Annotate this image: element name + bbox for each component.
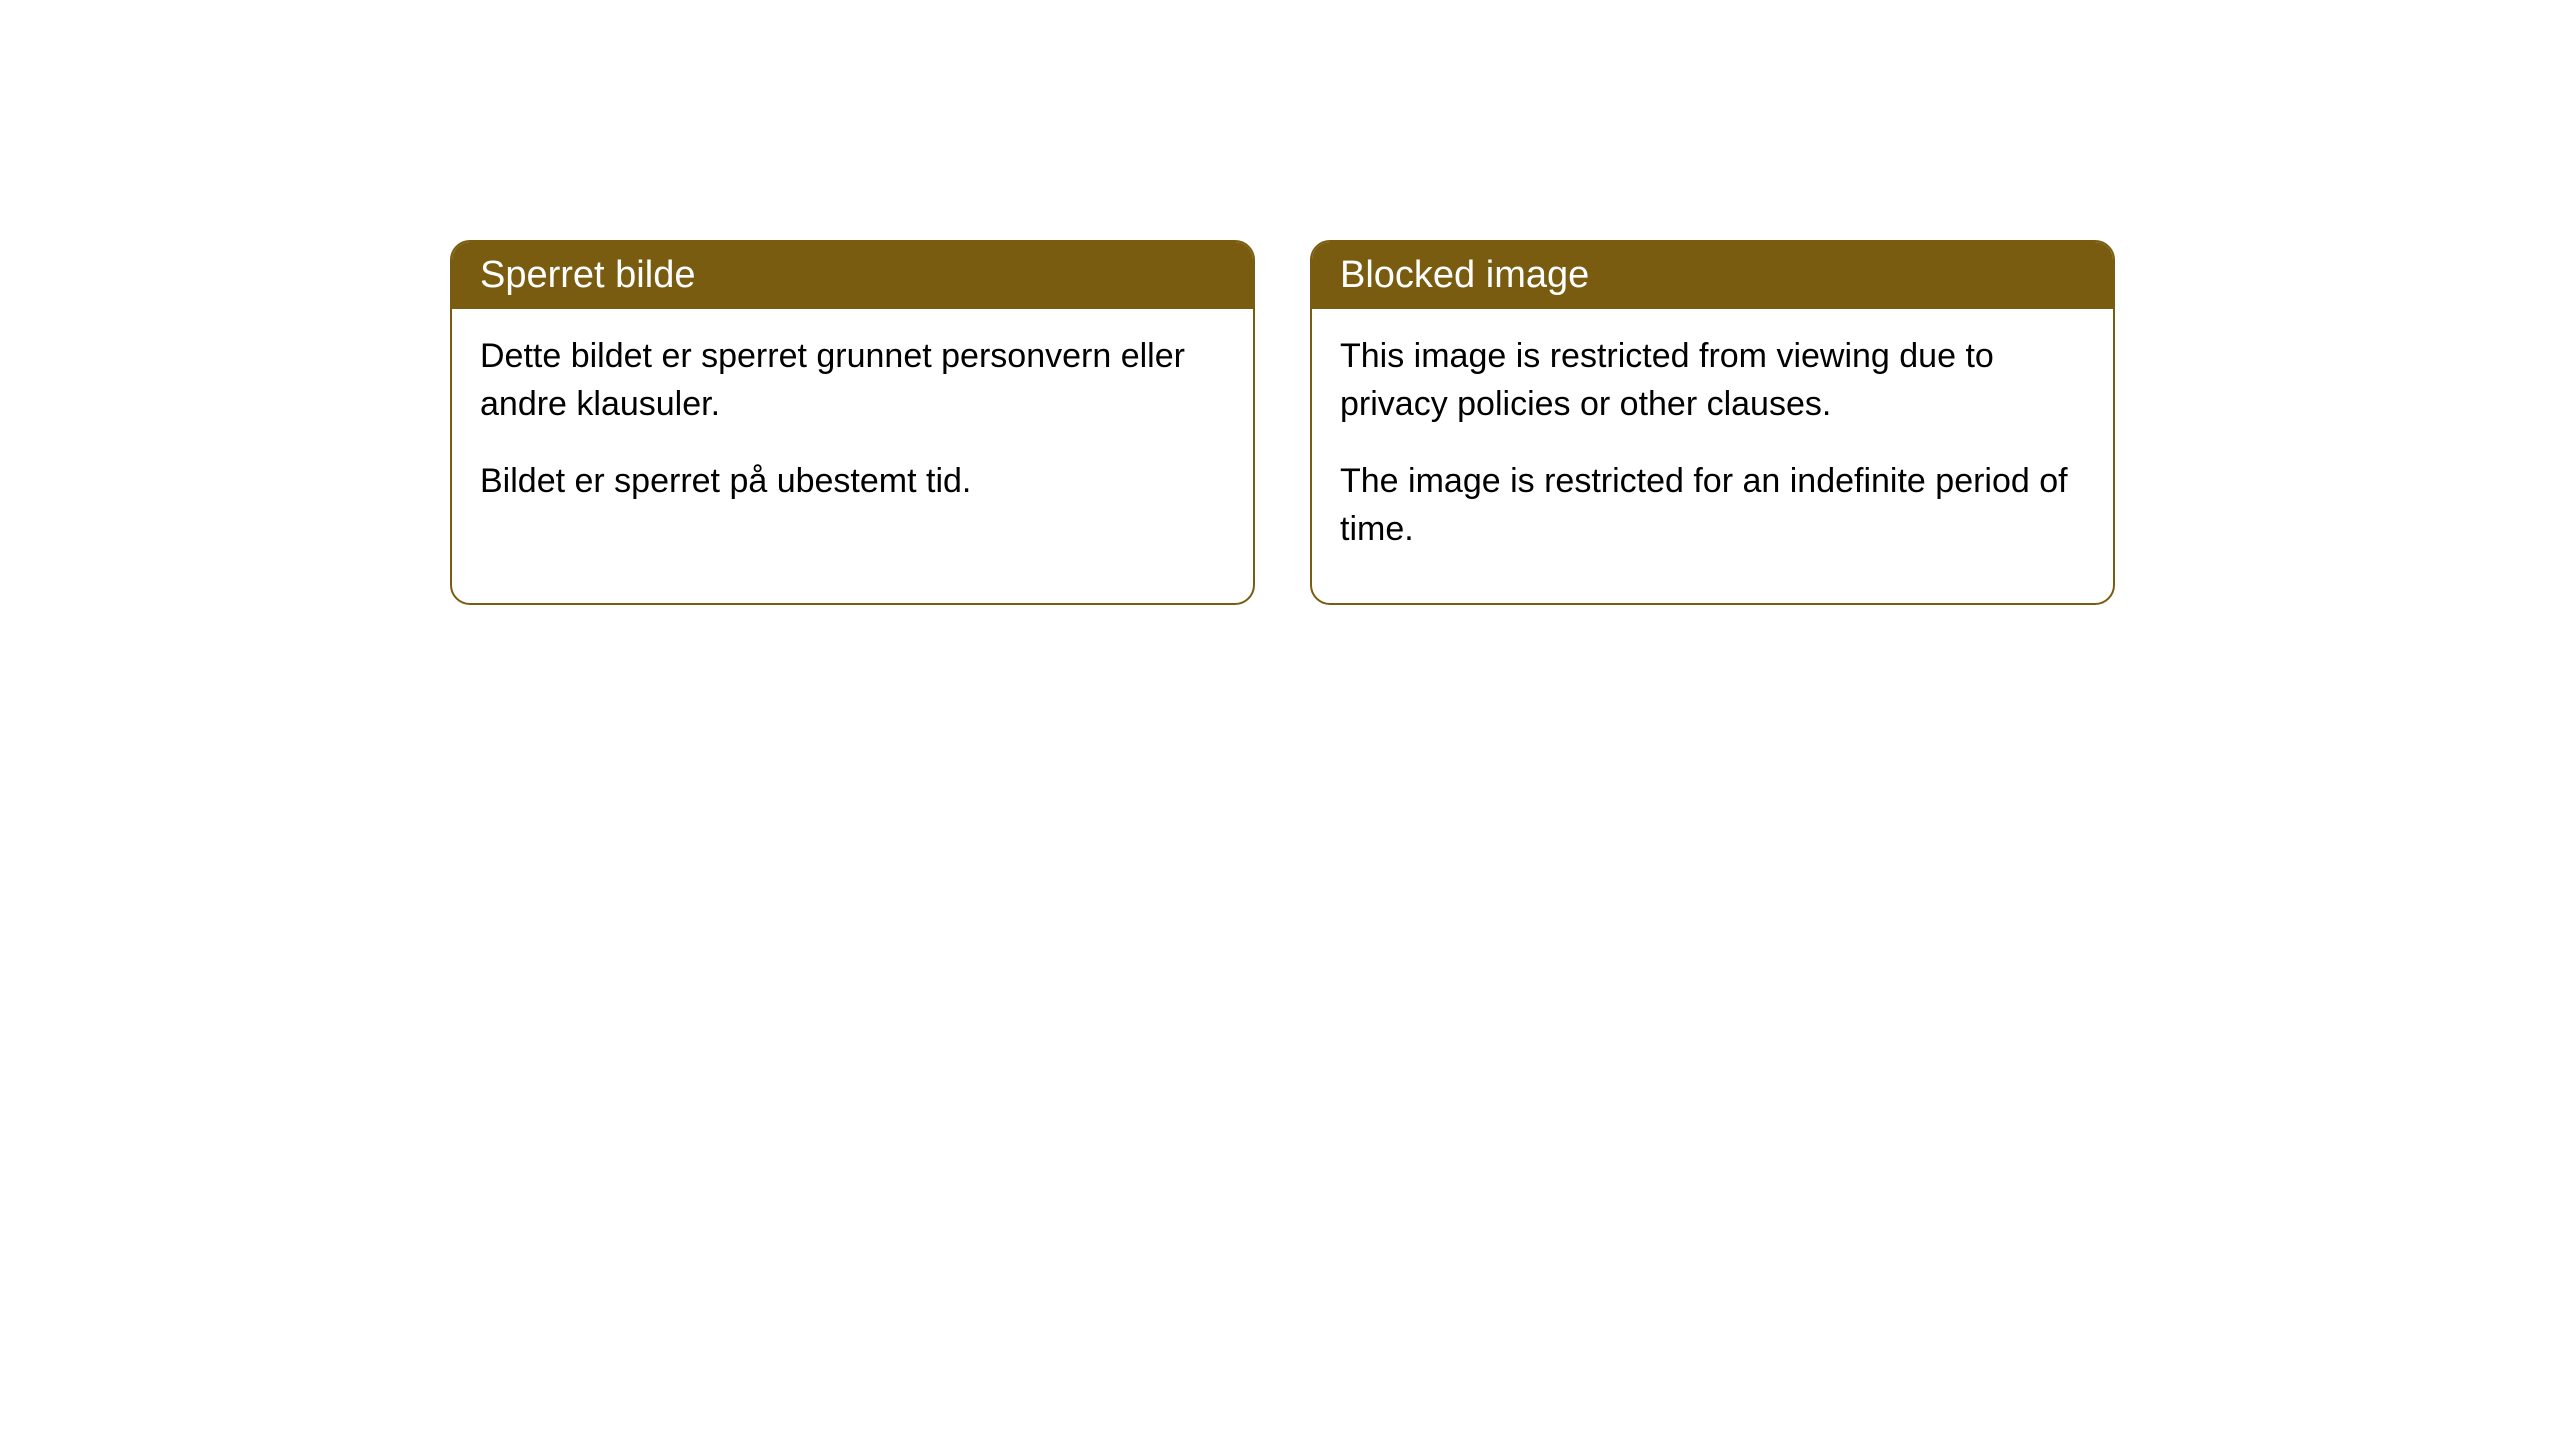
- cards-container: Sperret bilde Dette bildet er sperret gr…: [450, 240, 2115, 605]
- blocked-image-card-english: Blocked image This image is restricted f…: [1310, 240, 2115, 605]
- card-paragraph-1-norwegian: Dette bildet er sperret grunnet personve…: [480, 333, 1225, 428]
- card-paragraph-1-english: This image is restricted from viewing du…: [1340, 333, 2085, 428]
- card-paragraph-2-norwegian: Bildet er sperret på ubestemt tid.: [480, 458, 1225, 506]
- card-title-norwegian: Sperret bilde: [480, 254, 695, 296]
- card-body-norwegian: Dette bildet er sperret grunnet personve…: [452, 309, 1253, 556]
- card-body-english: This image is restricted from viewing du…: [1312, 309, 2113, 603]
- blocked-image-card-norwegian: Sperret bilde Dette bildet er sperret gr…: [450, 240, 1255, 605]
- card-paragraph-2-english: The image is restricted for an indefinit…: [1340, 458, 2085, 553]
- card-title-english: Blocked image: [1340, 254, 1589, 296]
- card-header-norwegian: Sperret bilde: [452, 242, 1253, 309]
- card-header-english: Blocked image: [1312, 242, 2113, 309]
